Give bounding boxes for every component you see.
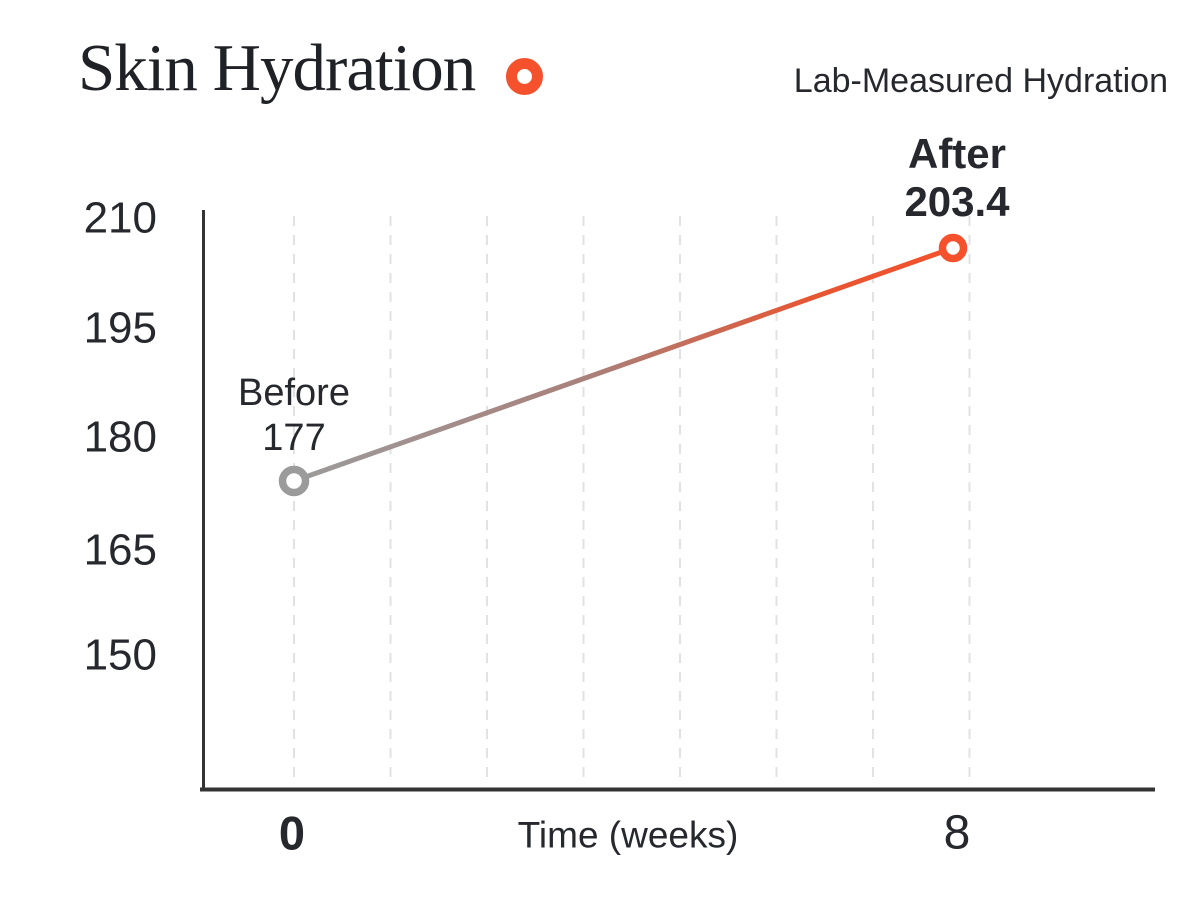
after-value-label: 203.4 bbox=[904, 178, 1010, 225]
y-axis-tick-labels: 210 195 180 165 150 bbox=[84, 194, 157, 680]
before-data-point bbox=[278, 465, 310, 497]
y-tick-label-150: 150 bbox=[84, 631, 157, 680]
chart-header: Skin Hydration Lab-Measured Hydration bbox=[0, 0, 1200, 130]
page-title: Skin Hydration bbox=[78, 31, 476, 105]
y-tick-label-195: 195 bbox=[84, 304, 157, 353]
x-axis-title: Time (weeks) bbox=[518, 815, 739, 856]
y-tick-label-165: 165 bbox=[84, 526, 157, 575]
legend-label: Lab-Measured Hydration bbox=[793, 62, 1168, 100]
after-data-point bbox=[938, 233, 968, 263]
before-value-label: 177 bbox=[262, 417, 325, 459]
y-tick-label-210: 210 bbox=[84, 194, 157, 243]
before-label: Before bbox=[238, 372, 350, 414]
y-tick-label-180: 180 bbox=[84, 413, 157, 462]
x-tick-label-0: 0 bbox=[279, 807, 305, 860]
hydration-trend-line bbox=[291, 245, 956, 484]
brand-donut-icon bbox=[506, 58, 543, 95]
after-label: After bbox=[908, 130, 1006, 177]
vertical-gridlines bbox=[293, 216, 971, 785]
x-tick-label-8: 8 bbox=[944, 807, 971, 860]
